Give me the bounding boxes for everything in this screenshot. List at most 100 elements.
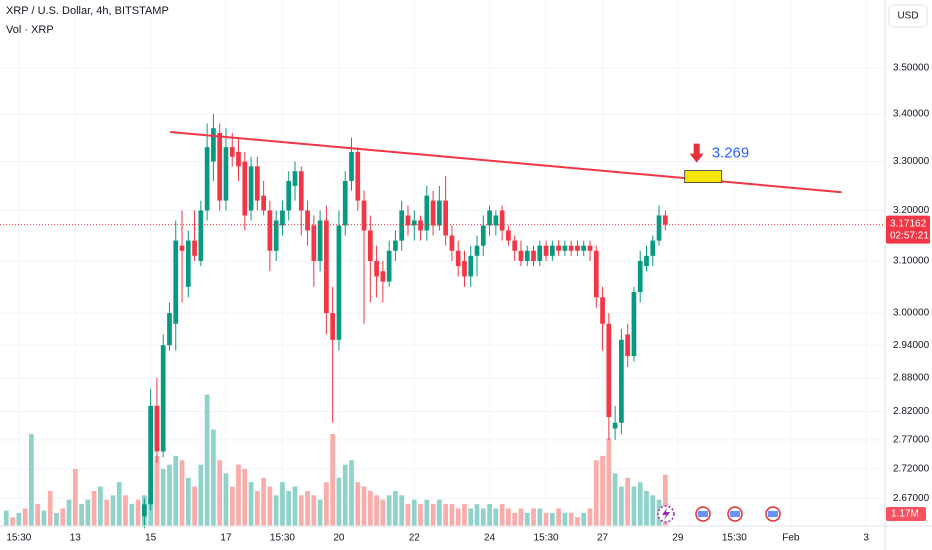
volume-bar <box>418 504 423 526</box>
volume-bar <box>173 455 179 526</box>
x-tick-label: Feb <box>782 533 800 544</box>
annotation-marker <box>684 170 723 183</box>
volume-bar <box>47 490 53 526</box>
volume-bar <box>135 499 141 526</box>
x-tick-label: 15:30 <box>722 533 747 544</box>
x-tick-label: 15:30 <box>6 533 31 544</box>
volume-bar <box>637 482 643 526</box>
candle-body <box>330 313 336 340</box>
candle-body <box>393 240 398 251</box>
candle-body <box>499 210 505 231</box>
volume-bar <box>568 512 574 526</box>
flag-icon <box>698 511 708 517</box>
volume-bar <box>393 490 398 526</box>
volume-bar <box>587 508 593 526</box>
volume-bar <box>3 510 9 526</box>
lightning-icon <box>662 508 670 520</box>
candle-body <box>355 151 361 201</box>
candle-body <box>405 215 411 226</box>
candle-body <box>386 250 392 282</box>
volume-bar <box>60 508 66 526</box>
flag-icon <box>730 511 740 517</box>
currency-label[interactable]: USD <box>897 11 918 22</box>
volume-bar <box>110 495 116 526</box>
volume-bar <box>537 508 543 526</box>
volume-bar <box>292 486 298 526</box>
volume-bar <box>506 508 511 526</box>
candle-body <box>650 240 656 256</box>
volume-bar <box>455 508 461 526</box>
annotation-arrow <box>689 143 704 163</box>
overlay-layer: 3.269 <box>0 130 885 226</box>
volume-bar <box>437 499 442 526</box>
volume-bar <box>512 512 518 526</box>
candle-body <box>342 180 348 226</box>
volume-bar <box>631 486 637 526</box>
volume-bar <box>581 512 587 526</box>
volume-bar <box>355 482 361 526</box>
x-tick-label: 29 <box>672 533 684 544</box>
candle-body <box>656 215 662 241</box>
x-tick-label: 27 <box>597 533 609 544</box>
volume-bar <box>305 490 310 526</box>
volume-bar <box>16 512 22 526</box>
candle-body <box>543 245 549 256</box>
grid <box>0 0 885 526</box>
candle-body <box>173 240 179 324</box>
y-tick-label: 3.00000 <box>893 308 930 319</box>
candle-body <box>286 180 292 211</box>
volume-bar <box>424 499 430 526</box>
volume-bar <box>600 455 605 526</box>
volume-bar <box>229 486 235 526</box>
x-tick-label: 20 <box>333 533 345 544</box>
candle-body <box>449 235 455 251</box>
flag-icon <box>768 511 778 517</box>
y-tick-label: 2.94000 <box>893 340 930 351</box>
volume-bar <box>273 495 279 526</box>
x-tick-label: 17 <box>220 533 232 544</box>
volume-bar <box>518 508 524 526</box>
volume-bar <box>644 490 649 526</box>
trendline <box>170 130 842 194</box>
candle-body <box>349 151 354 181</box>
x-tick-label: 3 <box>863 533 869 544</box>
volume-bar <box>104 499 110 526</box>
candle-body <box>211 128 216 162</box>
candle-body <box>160 345 166 452</box>
candle-body <box>273 220 279 251</box>
volume-bar <box>549 512 555 526</box>
volume-bar <box>556 508 561 526</box>
currency-button[interactable] <box>888 4 928 28</box>
y-tick-label: 2.67000 <box>893 493 930 504</box>
volume-bar <box>593 460 599 526</box>
volume-bar <box>160 469 166 526</box>
candle-body <box>418 220 423 231</box>
volume-bar <box>625 477 631 526</box>
volume-bar <box>154 455 160 526</box>
volume-bar <box>336 477 342 526</box>
candle-body <box>261 195 266 211</box>
candle-body <box>424 195 430 231</box>
volume-bar <box>650 495 656 526</box>
volume-bar <box>72 469 78 526</box>
volume-bar <box>367 490 373 526</box>
candle-body <box>236 151 241 167</box>
axes: 3.50000 3.40000 3.30000 3.20000 3.10000 3.000… <box>6 63 930 544</box>
volume-bar <box>311 495 317 526</box>
y-tick-label: 2.82000 <box>893 406 930 417</box>
candle-body <box>154 405 160 452</box>
y-tick-label: 3.50000 <box>893 63 930 74</box>
volume-bar <box>612 473 618 526</box>
x-tick-label: 15:30 <box>270 533 295 544</box>
candle-body <box>480 225 486 246</box>
x-tick-label: 24 <box>484 533 496 544</box>
candle-body <box>267 210 273 251</box>
volume-bar <box>449 504 455 526</box>
volume-layer <box>3 394 668 526</box>
y-tick-label: 3.10000 <box>893 256 930 267</box>
candle-body <box>524 250 530 261</box>
candle-body <box>637 260 643 293</box>
volume-bar <box>242 469 248 526</box>
volume-bar <box>98 486 103 526</box>
